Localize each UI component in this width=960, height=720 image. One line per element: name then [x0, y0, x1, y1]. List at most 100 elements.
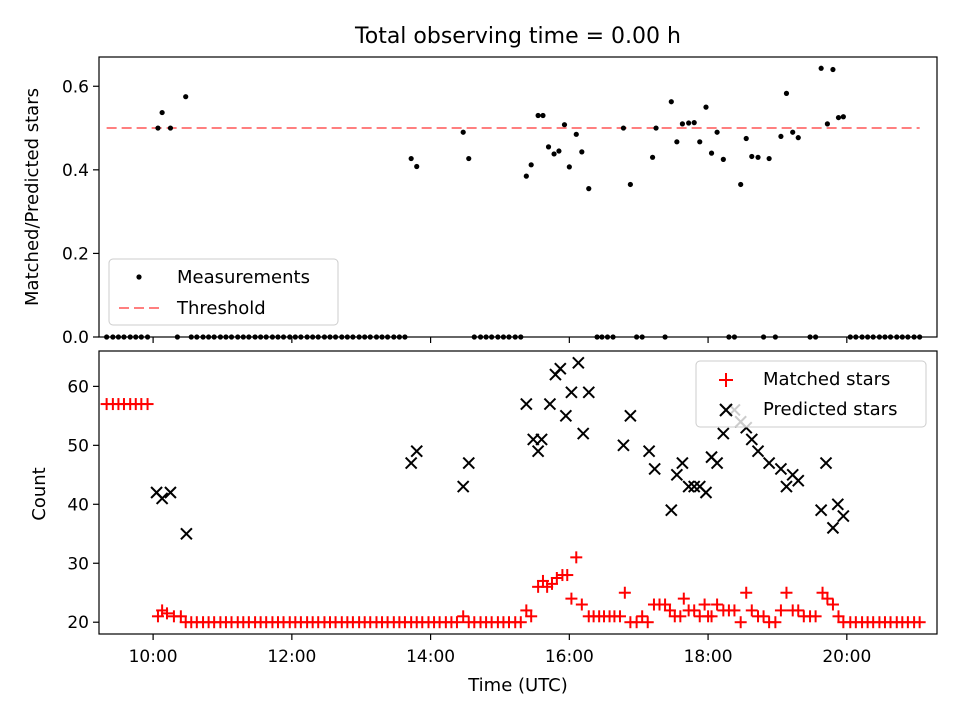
predicted-stars-point — [826, 521, 840, 535]
matched-stars-point — [792, 604, 805, 617]
measurement-point — [540, 112, 546, 119]
count-plot-frame — [98, 350, 938, 635]
predicted-stars-point — [710, 456, 724, 470]
measurement-point — [755, 154, 761, 160]
measurement-point — [183, 94, 189, 100]
matched-stars-point — [757, 610, 770, 623]
predicted-stars-point — [543, 397, 557, 411]
ratio-panel: Total observing time = 0.00 h Matched/Pr… — [22, 24, 938, 348]
measurement-point — [460, 129, 466, 135]
measurement-point — [835, 114, 842, 121]
y-tick-label-ratio: 0.4 — [62, 161, 89, 181]
y-tick-label-count: 50 — [67, 436, 89, 456]
matched-stars-point — [674, 610, 687, 623]
legend-label-threshold: Threshold — [176, 298, 266, 319]
predicted-stars-point — [814, 503, 828, 517]
predicted-stars-point — [792, 474, 805, 487]
predicted-stars-point — [559, 409, 573, 423]
measurement-point — [159, 109, 165, 116]
measurement-point — [749, 153, 755, 160]
measurement-point — [697, 139, 703, 145]
measurement-point — [738, 181, 744, 188]
matched-stars-point — [550, 571, 563, 584]
measurement-point — [743, 135, 749, 142]
matched-stars-point — [705, 610, 718, 623]
measurement-point — [573, 131, 579, 137]
measurement-point — [795, 135, 801, 141]
measurement-point — [686, 120, 692, 126]
matched-stars-point — [565, 592, 578, 605]
measurement-point — [528, 162, 534, 168]
y-tick-label-ratio: 0.0 — [62, 328, 89, 348]
predicted-stars-point — [687, 480, 701, 493]
measurement-point — [551, 151, 557, 157]
measurement-point — [720, 156, 726, 162]
predicted-stars-point — [717, 427, 730, 440]
ratio-legend-box — [108, 258, 339, 326]
count-panel: Count Time (UTC) 20 30 40 50 60 10:00 12:00 14:… — [29, 350, 938, 696]
matched-stars-point — [698, 598, 711, 611]
measurement-point — [830, 66, 836, 73]
predicted-stars-point — [410, 445, 423, 458]
predicted-stars-point — [404, 456, 418, 470]
predicted-stars-point — [554, 362, 567, 375]
legend-label-measurements: Measurements — [177, 267, 310, 288]
matched-stars-point — [450, 616, 463, 629]
measurement-point — [703, 104, 709, 110]
ratio-legend: Measurements Threshold — [108, 258, 339, 326]
y-axis-label-ratio: Matched/Predicted stars — [22, 88, 43, 306]
predicted-stars-point — [648, 462, 661, 476]
x-tick-label: 14:00 — [406, 647, 455, 667]
measurement-point — [155, 125, 161, 131]
predicted-stars-point — [164, 486, 177, 499]
legend-marker-predicted — [719, 403, 733, 417]
measurement-point — [561, 122, 568, 128]
measurement-point — [766, 155, 772, 162]
count-legend-box — [695, 360, 927, 428]
predicted-stars-point — [837, 509, 850, 523]
predicted-stars-point — [642, 445, 656, 458]
measurement-point — [649, 154, 656, 160]
matched-stars-point — [728, 604, 741, 617]
y-tick-label-ratio: 0.2 — [62, 244, 89, 264]
measurement-point — [653, 125, 659, 131]
y-tick-label-count: 20 — [67, 613, 89, 633]
matched-stars-point — [688, 604, 701, 617]
predicted-stars-point — [456, 480, 470, 493]
legend-label-predicted: Predicted stars — [763, 399, 897, 420]
predicted-stars-point — [572, 356, 585, 369]
matched-stars-point — [141, 398, 154, 411]
predicted-stars-point — [155, 492, 169, 505]
y-tick-label-count: 30 — [67, 554, 89, 574]
y-tick-label-ratio: 0.6 — [62, 77, 89, 97]
predicted-stars-point — [745, 433, 758, 446]
matched-stars-point — [809, 610, 822, 623]
x-tick-label: 16:00 — [545, 647, 594, 667]
x-tick-label: 18:00 — [684, 647, 733, 667]
measurement-point — [586, 186, 592, 192]
y-tick-label-count: 40 — [67, 495, 89, 515]
measurement-point — [824, 121, 830, 127]
predicted-stars-point — [682, 480, 695, 493]
legend-marker-matched — [719, 373, 733, 387]
measurement-point — [708, 150, 715, 156]
matched-stars-point — [821, 592, 834, 605]
matched-stars-point — [618, 586, 631, 599]
predicted-stars-point — [831, 498, 845, 511]
matched-stars-point — [641, 616, 654, 629]
x-tick-label: 12:00 — [267, 647, 316, 667]
predicted-stars-point — [665, 503, 678, 517]
predicted-stars-point — [577, 427, 590, 440]
matched-stars-point — [457, 610, 470, 623]
matched-stars-point — [826, 598, 839, 611]
matched-stars-point — [570, 551, 583, 564]
x-tick-label: 10:00 — [129, 647, 178, 667]
measurement-point — [840, 114, 846, 120]
legend-label-matched: Matched stars — [763, 369, 890, 390]
measurement-point — [679, 121, 686, 127]
predicted-stars-point — [762, 456, 776, 470]
predicted-stars-point — [531, 445, 545, 458]
matched-stars-point — [769, 616, 782, 629]
measurement-point — [579, 149, 585, 155]
